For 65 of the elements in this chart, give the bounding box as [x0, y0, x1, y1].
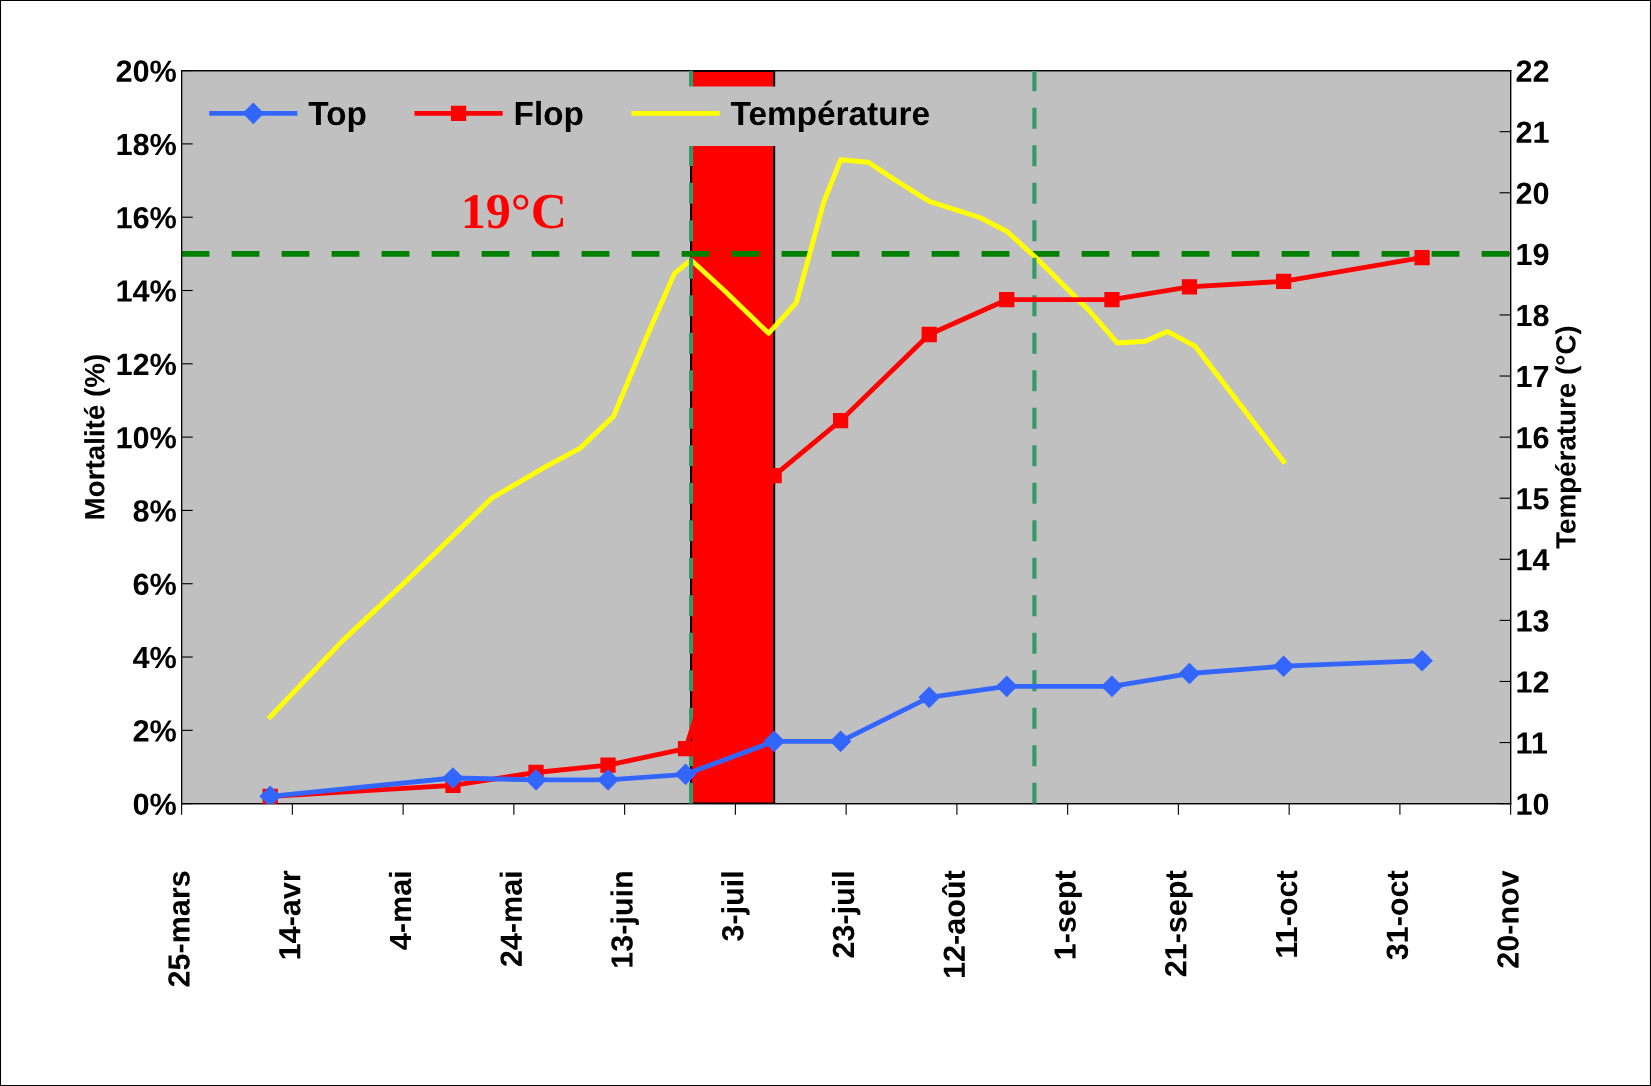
y-tick-label: 2% — [133, 720, 176, 742]
x-tick-label: 24-mai — [499, 872, 523, 967]
point — [1411, 650, 1433, 672]
point — [675, 763, 697, 785]
point — [1275, 273, 1292, 289]
point — [525, 769, 547, 791]
y2-tick-label: 15 — [1517, 488, 1549, 510]
x-tick-label: 1-sept — [1054, 870, 1082, 959]
y2-tick-label: 20 — [1516, 182, 1549, 205]
y-tick-label: 12% — [117, 353, 176, 376]
y2-tick-label: 13 — [1517, 610, 1549, 632]
y-tick-label: 16% — [117, 206, 176, 229]
y2-tick-label: 18 — [1517, 304, 1549, 327]
y-axis-title: Mortalité (%) — [83, 355, 111, 519]
x-tick-label: 14-avr — [279, 870, 301, 959]
y2-tick-label: 12 — [1517, 671, 1549, 693]
point — [999, 292, 1015, 308]
point — [600, 757, 616, 773]
point — [918, 686, 940, 708]
x-tick-label: 13-juin — [610, 872, 639, 967]
line-series — [267, 157, 1287, 720]
point — [1101, 675, 1123, 697]
x-tick-label: 23-juil — [831, 872, 861, 958]
legend-label: Température — [730, 100, 929, 132]
y2-tick-label: 17 — [1517, 366, 1549, 388]
y-tick-label: 14% — [117, 280, 176, 302]
x-tick-label: 12-août — [941, 870, 966, 978]
point — [442, 767, 464, 789]
point — [1181, 279, 1198, 295]
y2-tick-label: 19 — [1517, 243, 1549, 266]
y-tick-label: 6% — [133, 573, 176, 596]
x-tick-label: 11-oct — [1276, 870, 1298, 957]
y2-tick-label: 10 — [1517, 793, 1549, 816]
y-tick-label: 10% — [117, 426, 176, 449]
point — [677, 741, 694, 757]
point — [1414, 249, 1430, 266]
y2-axis-title: Température (°C) — [1555, 326, 1582, 549]
point — [1104, 292, 1120, 308]
x-tick-label: 31-oct — [1386, 870, 1409, 960]
y2-tick-label: 16 — [1517, 426, 1549, 449]
x-tick-label: 20-nov — [1497, 870, 1519, 968]
point — [996, 675, 1018, 697]
y2-tick-label: 14 — [1517, 549, 1550, 571]
point — [763, 730, 785, 752]
legend-label: Top — [308, 102, 366, 132]
x-tick-label: 25-mars — [168, 871, 190, 987]
y-tick-label: 0% — [133, 793, 176, 816]
y-tick-label: 8% — [133, 500, 176, 522]
y2-tick-label: 22 — [1516, 60, 1549, 82]
y-tick-label: 4% — [133, 646, 176, 669]
point — [830, 730, 852, 752]
point — [1273, 655, 1295, 677]
point — [597, 769, 619, 791]
ref-line-label: 19°C — [464, 194, 564, 229]
x-tick-label: 21-sept — [1164, 870, 1193, 977]
x-tick-label: 4-mai — [388, 872, 412, 950]
legend-label: Flop — [515, 100, 583, 132]
point — [921, 326, 937, 343]
y2-tick-label: 11 — [1517, 732, 1547, 754]
y2-tick-label: 21 — [1516, 121, 1549, 143]
point — [1178, 663, 1200, 685]
y-tick-label: 20% — [116, 60, 176, 82]
x-tick-label: 3-juil — [721, 872, 750, 941]
point — [832, 412, 849, 429]
y-tick-label: 18% — [117, 133, 176, 156]
